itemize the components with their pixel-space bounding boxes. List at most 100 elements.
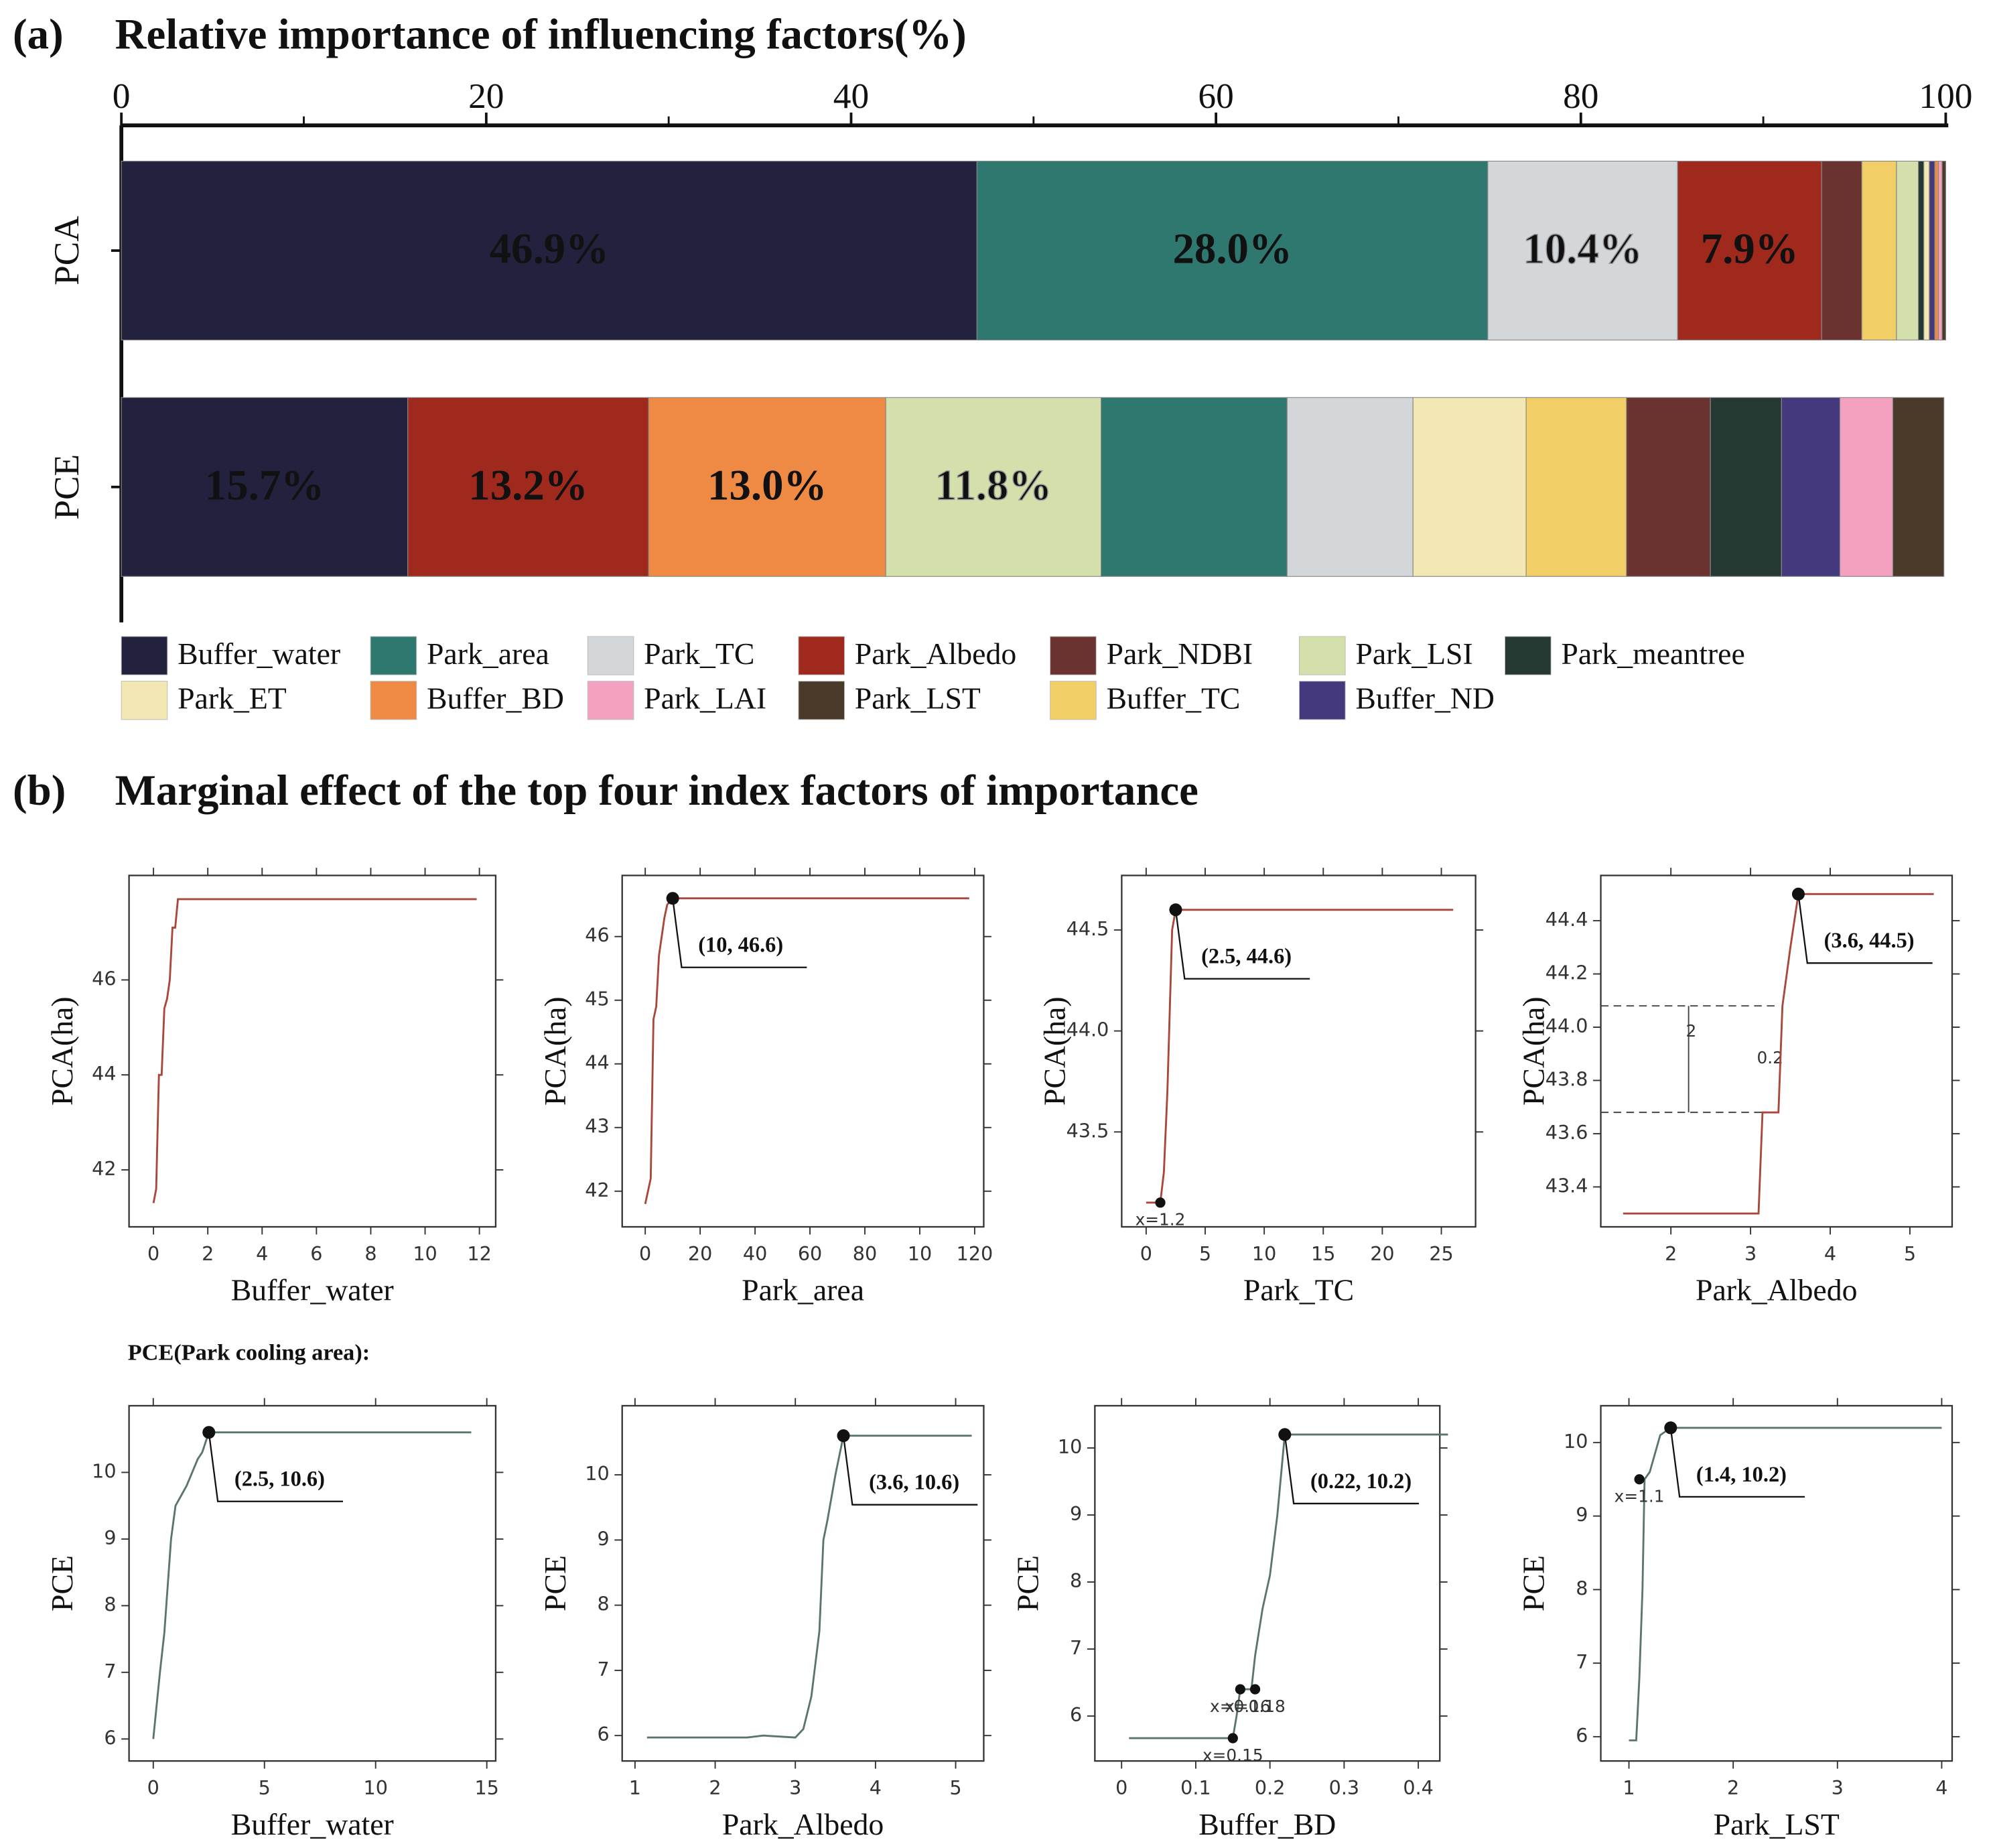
y-tick-label: 6 [1070,1703,1082,1726]
legend-label: Buffer_water [178,637,340,671]
y-tick-label: 8 [597,1593,609,1615]
y-axis-label: PCE [45,1555,79,1611]
callout-leader [208,1432,344,1502]
callout-leader [1669,1427,1805,1498]
y-axis-label: PCE [1517,1555,1551,1611]
y-tick-label: 6 [597,1723,609,1745]
bar-segment [1892,397,1945,577]
y-tick-label: 44 [92,1062,116,1085]
legend-swatch [1050,681,1097,720]
line [152,898,477,1203]
callout-label: (10, 46.6) [698,933,783,958]
y-tick-label: 7 [597,1658,609,1680]
x-tick-label: 12 [467,1242,491,1265]
plot-frame [621,1404,985,1762]
x-tick-label: 4 [870,1776,882,1799]
y-axis-label: PCA(ha) [1517,996,1551,1106]
callout-label: (1.4, 10.2) [1696,1463,1787,1487]
legend-label: Park_LST [855,681,981,716]
callout-leader [672,898,807,968]
x-tick-label: 2 [202,1242,214,1265]
bar-segment [1781,397,1841,577]
plot-frame [1121,874,1476,1228]
callout-label: (3.6, 44.5) [1824,929,1915,953]
legend-swatch [1298,681,1346,720]
legend-label: Park_LAI [644,681,766,716]
x-tick-label: 10 [908,1242,932,1265]
bar-segment [121,160,977,341]
x-tick-label: 6 [310,1242,322,1265]
legend-label: Park_Albedo [855,637,1016,671]
legend-label: Park_meantree [1561,637,1744,671]
value-label: 13.0% [707,461,827,509]
callout-point [1664,1421,1677,1435]
x-tick-label: 60 [1198,76,1233,116]
callout-leader [1174,909,1310,980]
x-tick-label: 10 [1252,1242,1276,1265]
legend-label: Buffer_TC [1107,681,1241,716]
callout-label: (3.6, 10.6) [869,1471,959,1495]
x-tick-label: 1 [629,1776,641,1799]
callout-label: (0.22, 10.2) [1310,1469,1412,1494]
y-axis-label: PCA(ha) [1038,996,1072,1106]
x-tick-label: 1 [1623,1776,1635,1799]
value-label: 15.7% [205,461,324,509]
legend-label: Park_NDBI [1107,637,1253,671]
x-tick-label: 2 [1727,1776,1739,1799]
x-tick-label: 20 [1370,1242,1394,1265]
legend-swatch [121,636,168,675]
y-tick-label: PCA [46,216,86,285]
y-tick-label: 10 [1564,1430,1588,1453]
bar-segment [1861,160,1897,341]
x-tick-label: 8 [364,1242,376,1265]
x-tick-label: 0.4 [1403,1776,1433,1799]
y-tick-label: 43.5 [1067,1119,1109,1142]
y-tick-label: 8 [1576,1577,1588,1599]
legend-label: Park_ET [178,681,287,716]
bar-segment [1525,397,1627,577]
point [1235,1684,1246,1695]
legend-swatch [587,636,634,675]
point [1227,1733,1238,1743]
y-tick-label: 42 [92,1157,116,1180]
panel-label: (b) [13,767,66,815]
x-tick-label: 3 [1832,1776,1844,1799]
callout-point [1169,903,1182,917]
point-label: x=0.15 [1202,1745,1263,1765]
x-tick-label: 0 [147,1776,159,1799]
y-tick-label: 44 [585,1051,609,1074]
bar-segment [1896,160,1919,341]
bar-segment [1934,160,1939,341]
bar-segment [1941,160,1947,341]
x-tick-label: 40 [833,76,869,116]
y-tick-label: 9 [1070,1502,1082,1525]
y-tick-label: 7 [104,1660,116,1682]
y-axis-label: PCA(ha) [538,996,572,1106]
bar-segment [1710,397,1782,577]
bar-segment [976,160,1489,341]
legend-swatch [1298,636,1346,675]
x-tick-label: 20 [688,1242,712,1265]
bar-segment [1839,397,1894,577]
point-label: x=1.2 [1136,1210,1186,1230]
bar-segment [1677,160,1822,341]
x-tick-label: 4 [256,1242,268,1265]
legend-label: Buffer_BD [427,681,564,716]
x-tick-label: 0 [639,1242,651,1265]
y-tick-label: 44.2 [1545,962,1588,984]
x-tick-label: 0 [1115,1776,1127,1799]
bar-segment [1626,397,1711,577]
legend-label: Park_area [427,637,549,671]
legend-label: Buffer_ND [1355,681,1495,716]
bar-segment [1487,160,1678,341]
plot-frame [1600,874,1953,1228]
bar-segment [407,397,649,577]
y-tick-label: 7 [1576,1650,1588,1673]
x-axis-label: Park_Albedo [1696,1273,1857,1307]
line [152,1431,472,1739]
y-tick-label: 9 [104,1526,116,1549]
plot-frame [128,874,497,1228]
y-tick-label: 44.4 [1545,908,1588,931]
x-tick-label: 15 [474,1776,498,1799]
